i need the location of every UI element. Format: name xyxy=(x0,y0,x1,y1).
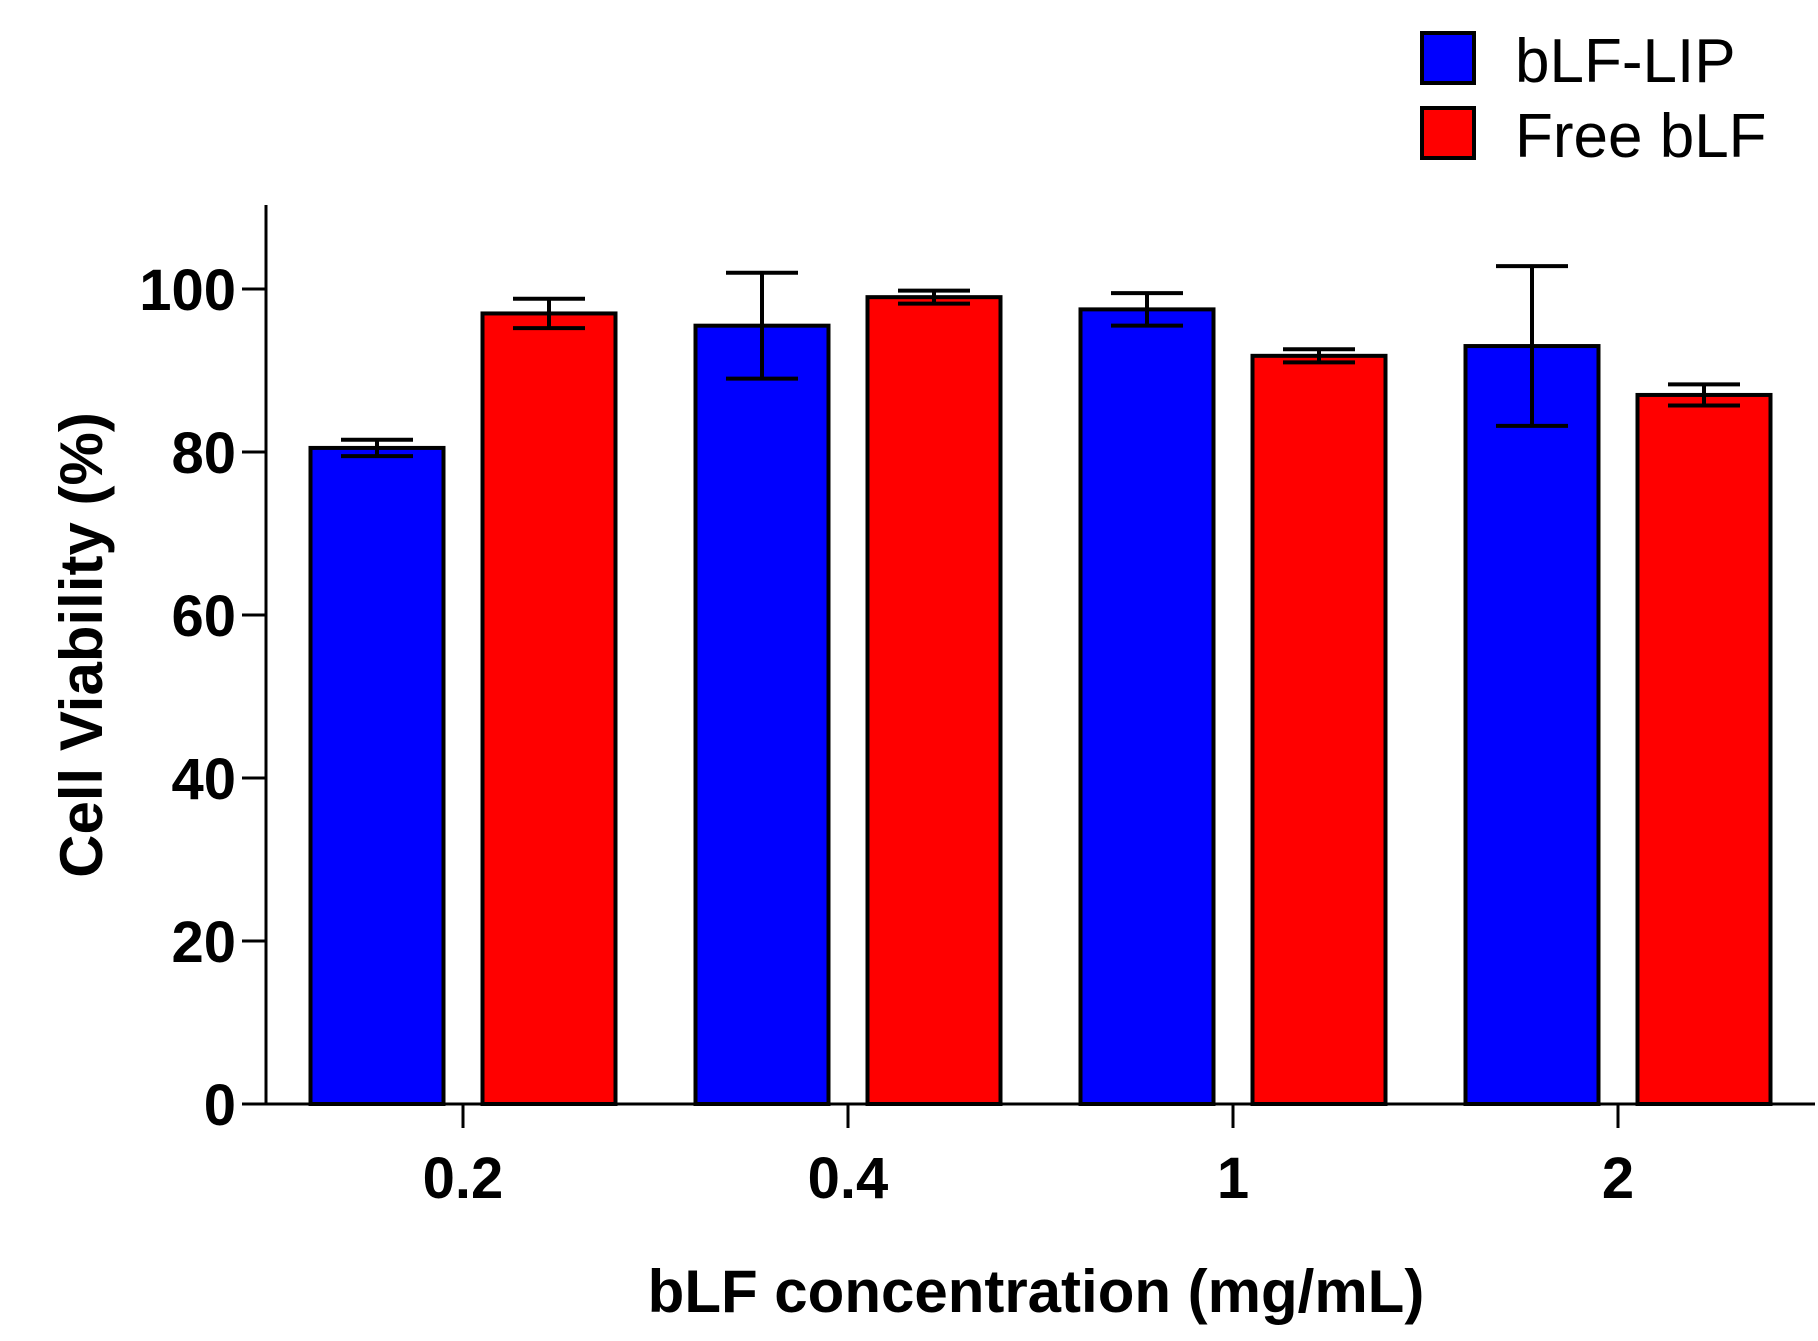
bar-blf-lip-2 xyxy=(1463,344,1601,1106)
error-bar-free-blf-1 xyxy=(1283,347,1355,365)
axes-layer xyxy=(264,205,1815,1106)
bar-blf-lip-0.2 xyxy=(308,445,446,1106)
bar-free-blf-0.4 xyxy=(865,295,1003,1106)
legend: bLF-LIP Free bLF xyxy=(1420,27,1767,171)
y-ticks: 0 20 40 60 80 100 xyxy=(139,258,266,1138)
error-bar-free-blf-0.2 xyxy=(513,296,585,331)
y-tick-label-0: 0 xyxy=(204,1073,236,1138)
y-tick-label-20: 20 xyxy=(171,910,236,975)
bar-free-blf-1 xyxy=(1250,353,1388,1106)
x-tick-label-0.4: 0.4 xyxy=(808,1146,889,1211)
error-bar-blf-lip-2 xyxy=(1496,264,1568,428)
y-tick-label-80: 80 xyxy=(171,421,236,486)
y-tick-label-60: 60 xyxy=(171,584,236,649)
y-axis-title: Cell Viability (%) xyxy=(48,412,115,878)
error-bar-blf-lip-0.2 xyxy=(341,437,413,459)
y-tick-label-40: 40 xyxy=(171,747,236,812)
error-bar-free-blf-0.4 xyxy=(898,288,970,306)
bar-free-blf-0.2 xyxy=(480,311,618,1106)
error-bar-free-blf-2 xyxy=(1668,382,1740,408)
x-ticks: 0.2 0.4 1 2 xyxy=(423,1104,1634,1211)
bar-blf-lip-1 xyxy=(1078,307,1216,1106)
legend-label-blf-lip: bLF-LIP xyxy=(1515,27,1736,96)
legend-label-free-blf: Free bLF xyxy=(1515,102,1767,171)
x-tick-label-0.2: 0.2 xyxy=(423,1146,504,1211)
x-tick-label-1: 1 xyxy=(1217,1146,1249,1211)
x-tick-label-2: 2 xyxy=(1602,1146,1634,1211)
error-bar-blf-lip-0.4 xyxy=(726,270,798,381)
y-tick-label-100: 100 xyxy=(139,258,236,323)
bar-free-blf-2 xyxy=(1635,392,1773,1106)
legend-swatch-blf-lip xyxy=(1420,31,1476,85)
x-axis-title: bLF concentration (mg/mL) xyxy=(648,1258,1425,1325)
bar-blf-lip-0.4 xyxy=(693,323,831,1106)
error-bar-blf-lip-1 xyxy=(1111,291,1183,328)
error-bars-layer xyxy=(341,264,1740,459)
legend-swatch-free-blf xyxy=(1420,106,1476,160)
bars-layer xyxy=(308,295,1773,1106)
